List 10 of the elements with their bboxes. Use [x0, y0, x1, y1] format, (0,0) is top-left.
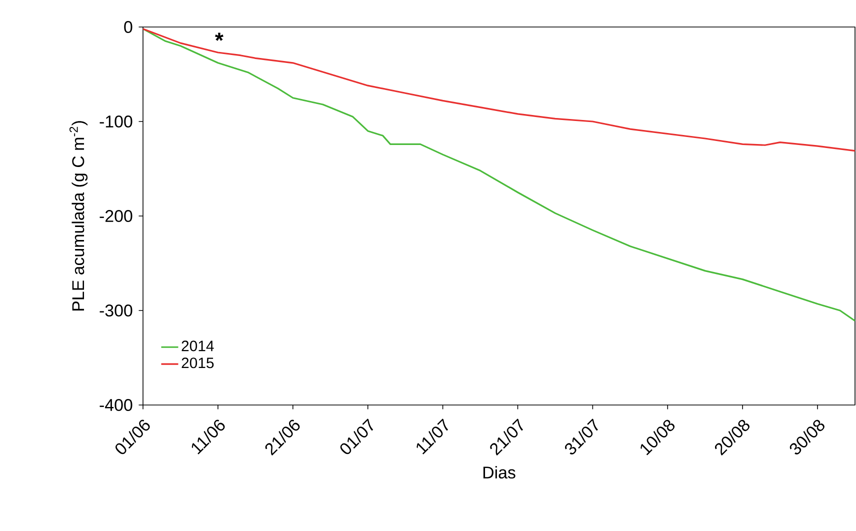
y-tick-label: -200 — [100, 210, 132, 222]
y-tick-label: 0 — [124, 21, 132, 33]
y-tick-label: -400 — [100, 399, 132, 411]
y-tick-label: -100 — [100, 116, 132, 128]
y-axis-title: PLE acumulada (g C m$^{-2}$) — [69, 121, 88, 310]
legend-label: 2014 — [182, 340, 214, 352]
x-axis-title: Dias — [483, 466, 516, 479]
annotation: * — [214, 32, 224, 41]
y-tick-label: -300 — [100, 304, 132, 316]
legend-label: 2015 — [182, 358, 214, 368]
